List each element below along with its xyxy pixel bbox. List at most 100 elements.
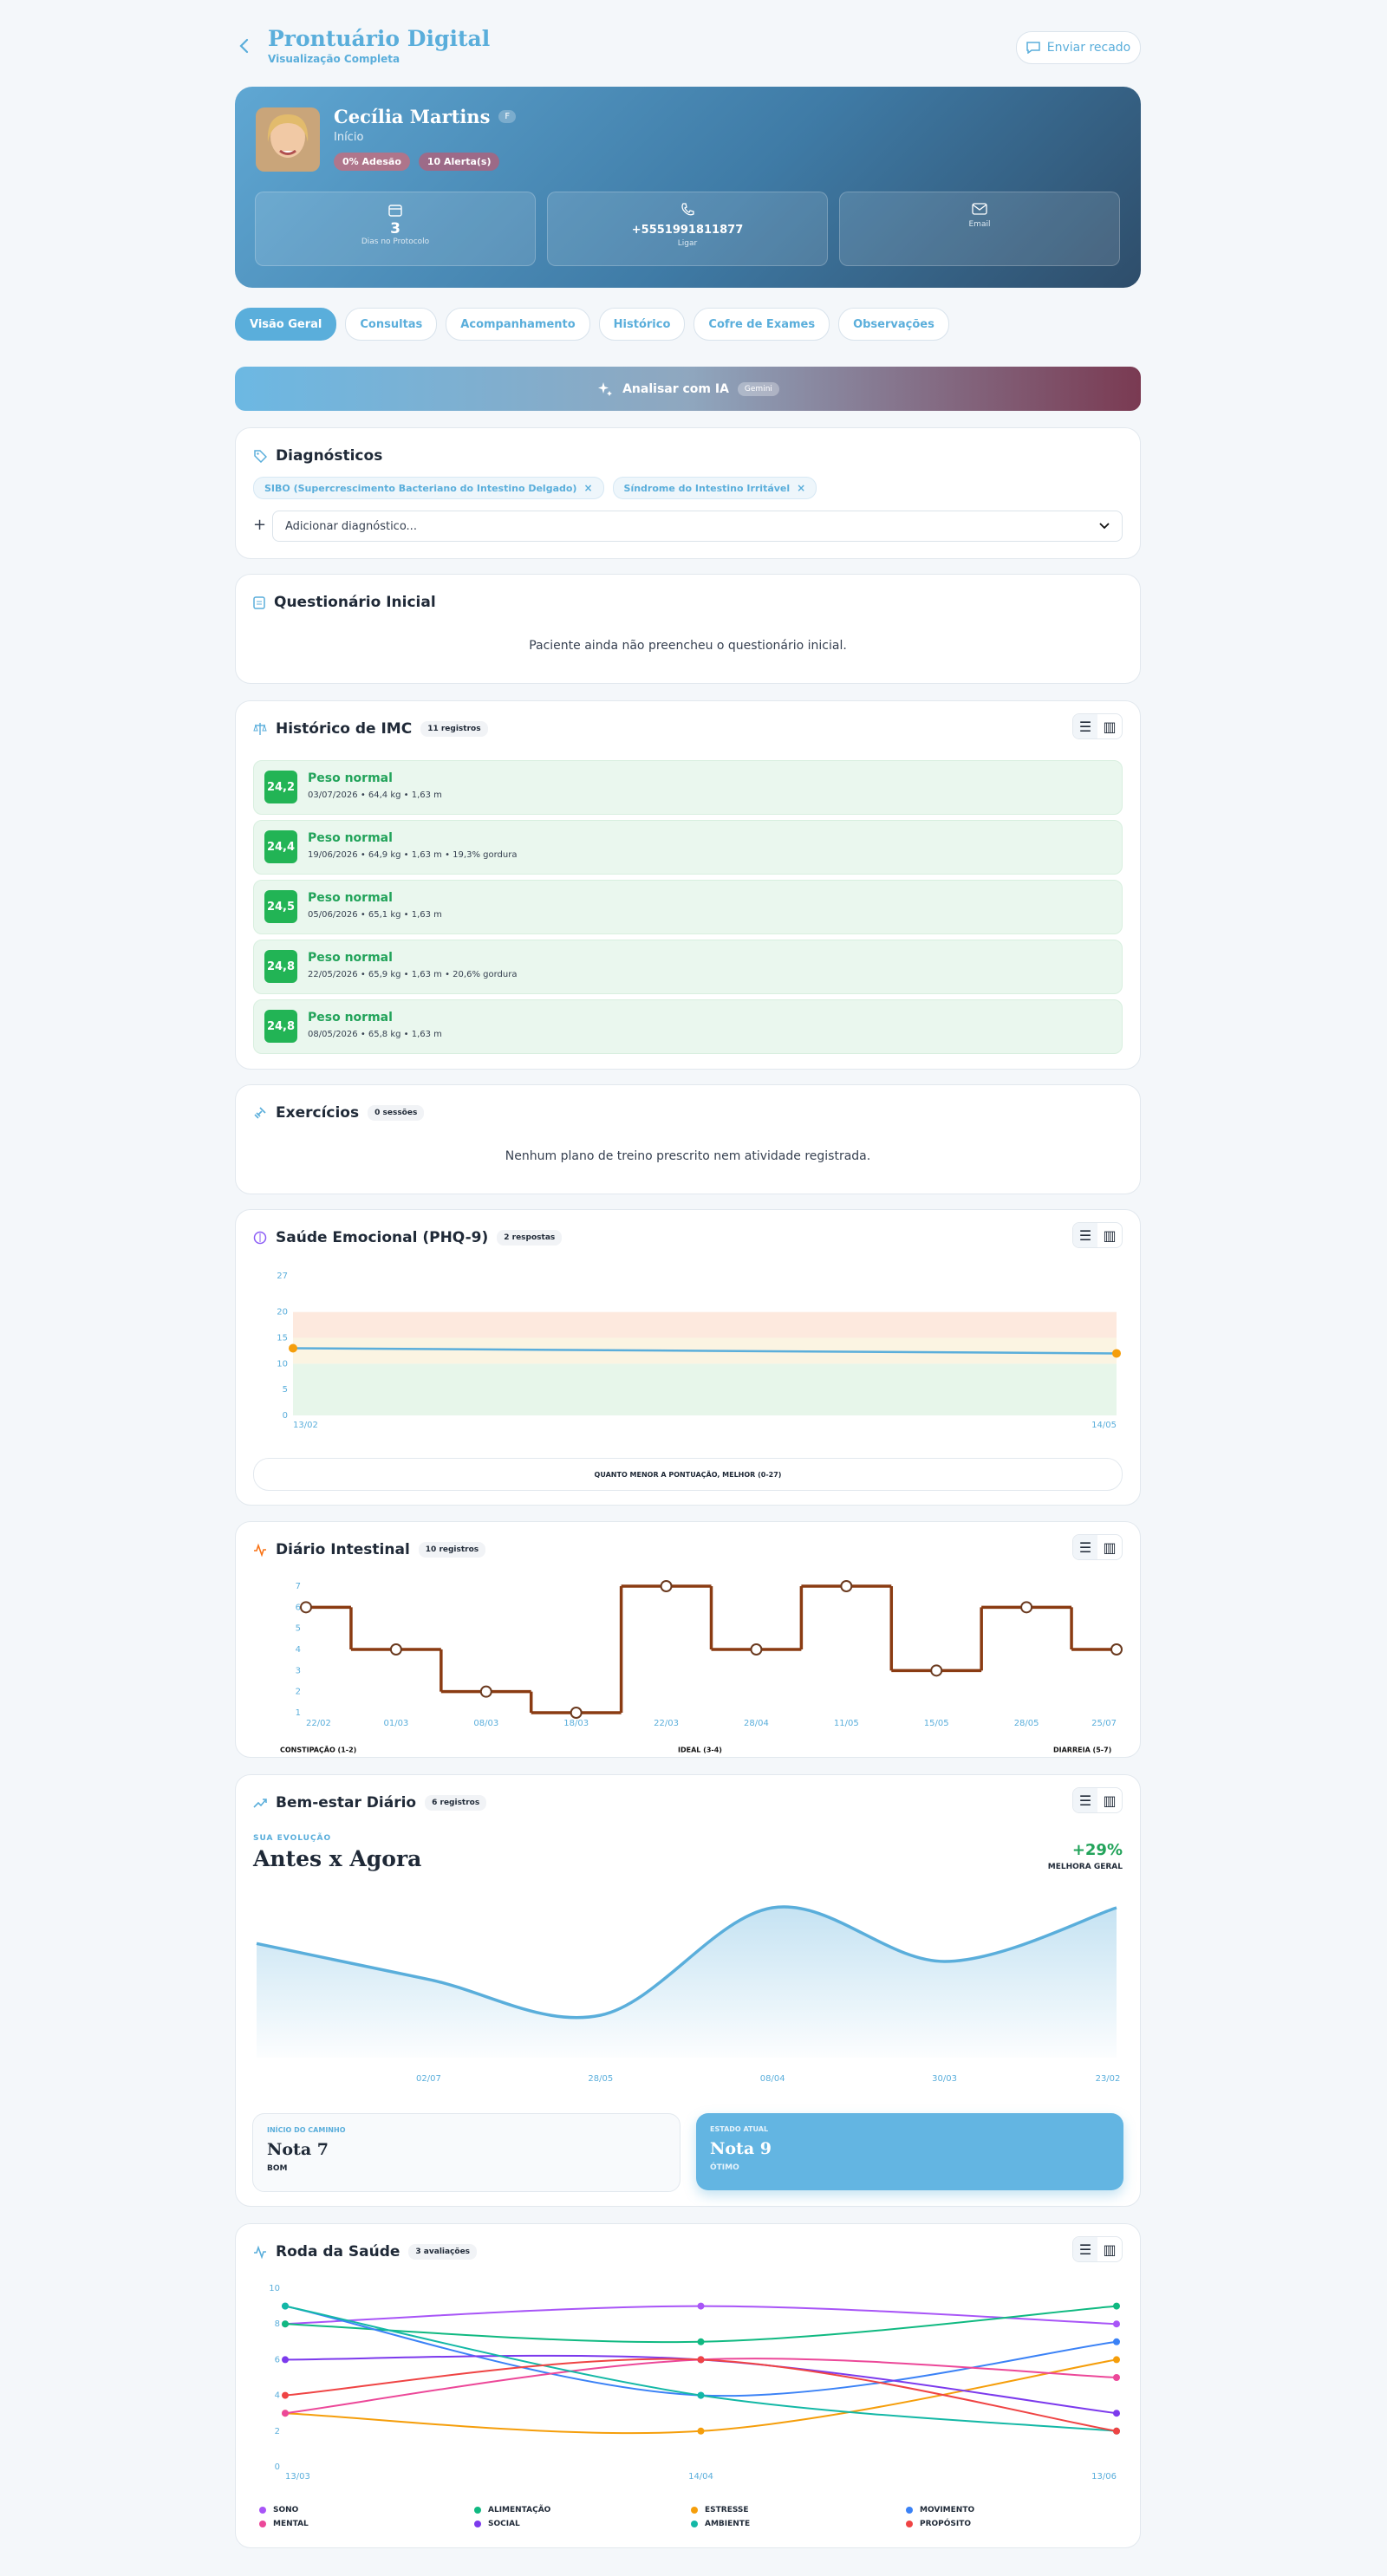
back-icon[interactable] [238,38,251,54]
y-tick-label: 20 [277,1308,288,1317]
decoration [253,1231,267,1245]
diagnosis-select[interactable]: Adicionar diagnóstico... [272,511,1123,542]
bmi-status: Peso normal [308,771,393,785]
add-icon: + [253,516,267,534]
entry-point [479,1685,492,1698]
list-view-button[interactable]: ☰ [1073,714,1097,738]
decoration [972,204,987,211]
series-point [1113,2320,1120,2328]
tab[interactable]: Acompanhamento [446,308,590,341]
tab[interactable]: Observações [838,308,949,341]
card-header: Exercícios 0 sessões [253,1101,425,1125]
remove-button[interactable]: × [797,482,806,494]
card-title: Saúde Emocional (PHQ-9) [276,1229,489,1246]
decoration [254,2245,266,2259]
list-view-button[interactable]: ☰ [1073,1535,1097,1559]
view-toggle: ☰ ▥ [1072,1787,1123,1813]
card-title: Diagnósticos [276,447,383,465]
legend-label: AMBIENTE [705,2520,751,2528]
x-tick-label: 18/03 [563,1719,589,1728]
series-point [1113,2338,1120,2345]
patient-photo [256,107,320,172]
mail-icon [972,203,987,215]
trend-icon [253,1799,267,1808]
card-header: Histórico de IMC 11 registros [253,717,488,741]
view-toggle: ☰ ▥ [1072,2236,1123,2262]
chart-view-button[interactable]: ▥ [1103,2241,1117,2258]
chart-view-button[interactable]: ▥ [1103,1226,1117,1244]
list-view-button[interactable]: ☰ [1073,2237,1097,2261]
severity-band [293,1311,1117,1338]
select-placeholder: Adicionar diagnóstico... [285,519,417,533]
decoration [388,205,402,217]
series-point [697,2356,705,2364]
x-tick-label: 02/07 [416,2074,441,2084]
stat-box[interactable]: +5551991811877 Ligar [547,192,828,266]
record-count: 6 registros [425,1795,487,1811]
bmi-status: Peso normal [308,891,393,905]
stat-label: Dias no Protocolo [361,237,430,246]
imc-record: 24,2 Peso normal 03/07/2026 • 64,4 kg • 1,… [253,760,1123,815]
entry-point [570,1707,583,1719]
y-tick-label: 27 [277,1272,288,1281]
list-view-button[interactable]: ☰ [1073,1788,1097,1812]
y-tick-label: 10 [277,1359,288,1369]
card-header: Diário Intestinal 10 registros [253,1538,486,1562]
y-tick-label: 0 [275,2462,280,2472]
tab[interactable]: Cofre de Exames [694,308,830,341]
brain-icon [253,1231,267,1245]
wellbeing-card: Bem-estar Diário 6 registros ☰ ▥ SUA EVOL… [235,1774,1141,2207]
bmi-badge: 24,4 [264,830,297,863]
stat-box[interactable]: Email [839,192,1120,266]
tab[interactable]: Histórico [598,308,686,341]
diagnosis-chip: Síndrome do Intestino Irritável × [612,477,817,499]
clipboard-icon [253,596,265,609]
tab[interactable]: Visão Geral [235,308,337,341]
score-line [292,1347,1117,1355]
card-title: Questionário Inicial [274,594,436,611]
x-tick-label: 08/03 [473,1719,498,1728]
series-point [1113,2374,1120,2381]
view-toggle: ☰ ▥ [1072,1222,1123,1248]
decoration [1026,42,1040,54]
phone-icon [681,203,694,216]
tags: 0% Adesão 10 Alerta(s) [334,153,500,171]
bmi-status: Peso normal [308,1011,393,1025]
imc-card: Histórico de IMC 11 registros ☰ ▥ 24,2 Pes… [235,700,1141,1070]
page-title: Prontuário Digital [268,26,491,51]
x-tick-label: 13/02 [293,1421,318,1430]
y-tick-label: 5 [283,1385,288,1395]
y-tick-label: 0 [283,1411,288,1421]
legend-swatch [474,2507,481,2514]
tab[interactable]: Consultas [345,308,438,341]
send-message-button[interactable]: Enviar recado [1016,31,1141,64]
card-header: Diagnósticos [253,444,382,468]
remove-button[interactable]: × [583,482,593,494]
list-view-button[interactable]: ☰ [1073,1223,1097,1247]
decoration [972,203,987,215]
bowel-chart: 1 2 3 4 5 6 7 22/02 01/03 08/03 18/03 22/03 28/04 11/… [280,1580,1123,1754]
legend-swatch [906,2521,913,2527]
ai-label: Analisar com IA [622,381,729,396]
x-tick-label: 14/05 [1091,1421,1117,1430]
x-tick-label: 28/05 [1014,1719,1039,1728]
card-header: Roda da Saúde 3 avaliações [253,2240,478,2264]
wellbeing-chart: 02/07 28/05 08/04 30/03 23/02 [256,1905,1120,2084]
ai-analyze-button[interactable]: Analisar com IA Gemini [235,367,1141,411]
y-tick-label: 1 [296,1708,301,1718]
y-tick-label: 10 [269,2284,280,2293]
chart-view-button[interactable]: ▥ [1103,1538,1117,1556]
record-count: 11 registros [420,721,488,737]
series-point [1113,2356,1120,2364]
legend-swatch [691,2507,698,2514]
x-tick-label: 11/05 [834,1719,859,1728]
y-tick-label: 4 [296,1645,301,1655]
legend: SONO ALIMENTAÇÃO ESTRESSE MOVIMENTO MENTAL SO… [259,2506,1121,2528]
view-toggle: ☰ ▥ [1072,1534,1123,1560]
zone-label: IDEAL (3-4) [678,1747,722,1754]
chart-view-button[interactable]: ▥ [1103,1792,1117,1809]
chart-view-button[interactable]: ▥ [1103,718,1117,735]
stat-box: 3 Dias no Protocolo [255,192,536,266]
